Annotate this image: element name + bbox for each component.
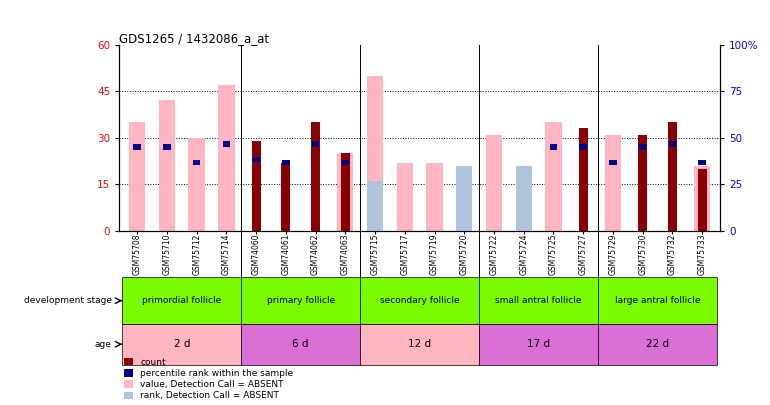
Bar xyxy=(609,160,617,165)
Text: GSM75729: GSM75729 xyxy=(608,233,618,275)
Bar xyxy=(456,166,473,231)
Bar xyxy=(282,160,290,165)
Text: primary follicle: primary follicle xyxy=(266,296,335,305)
Bar xyxy=(397,162,413,231)
Bar xyxy=(241,324,360,364)
Text: secondary follicle: secondary follicle xyxy=(380,296,460,305)
Text: development stage: development stage xyxy=(24,296,112,305)
Bar xyxy=(479,324,598,364)
Text: large antral follicle: large antral follicle xyxy=(614,296,700,305)
Bar xyxy=(486,134,502,231)
Bar xyxy=(223,141,230,147)
Text: GSM75714: GSM75714 xyxy=(222,233,231,275)
Bar xyxy=(360,277,479,324)
Text: GSM75715: GSM75715 xyxy=(370,233,380,275)
Bar xyxy=(218,85,235,231)
Bar xyxy=(479,277,598,324)
Bar xyxy=(638,134,647,231)
Bar xyxy=(122,324,241,364)
Bar xyxy=(516,166,532,231)
Bar xyxy=(579,144,587,150)
Bar xyxy=(253,157,260,162)
Text: GSM75712: GSM75712 xyxy=(192,233,201,275)
Bar xyxy=(545,122,561,231)
Bar xyxy=(192,160,200,165)
Bar xyxy=(252,141,260,231)
Text: GSM74060: GSM74060 xyxy=(252,233,260,275)
Bar xyxy=(122,277,241,324)
Bar xyxy=(516,166,532,231)
Text: GSM75727: GSM75727 xyxy=(579,233,588,275)
Bar xyxy=(159,100,175,231)
Bar xyxy=(189,138,205,231)
Text: GDS1265 / 1432086_a_at: GDS1265 / 1432086_a_at xyxy=(119,32,270,45)
Bar xyxy=(698,169,707,231)
Bar xyxy=(342,160,349,165)
Text: 2 d: 2 d xyxy=(173,339,190,349)
Text: GSM75724: GSM75724 xyxy=(519,233,528,275)
Bar xyxy=(281,162,290,231)
Text: GSM75732: GSM75732 xyxy=(668,233,677,275)
Text: 6 d: 6 d xyxy=(293,339,309,349)
Bar xyxy=(598,277,717,324)
Bar xyxy=(579,128,588,231)
Text: GSM75720: GSM75720 xyxy=(460,233,469,275)
Bar xyxy=(668,141,676,147)
Legend: count, percentile rank within the sample, value, Detection Call = ABSENT, rank, : count, percentile rank within the sample… xyxy=(124,358,293,401)
Text: 17 d: 17 d xyxy=(527,339,550,349)
Bar xyxy=(694,166,710,231)
Text: GSM75710: GSM75710 xyxy=(162,233,172,275)
Bar xyxy=(360,324,479,364)
Bar xyxy=(311,122,320,231)
Bar xyxy=(456,166,473,231)
Bar xyxy=(698,160,706,165)
Text: GSM75730: GSM75730 xyxy=(638,233,647,275)
Bar xyxy=(367,181,383,231)
Bar xyxy=(427,162,443,231)
Bar xyxy=(668,122,677,231)
Text: GSM75708: GSM75708 xyxy=(132,233,142,275)
Text: GSM74062: GSM74062 xyxy=(311,233,320,275)
Text: GSM75722: GSM75722 xyxy=(490,233,498,275)
Text: 22 d: 22 d xyxy=(646,339,669,349)
Bar xyxy=(341,153,350,231)
Text: age: age xyxy=(95,340,112,349)
Bar xyxy=(133,144,141,150)
Bar xyxy=(163,144,171,150)
Bar xyxy=(598,324,717,364)
Text: GSM75717: GSM75717 xyxy=(400,233,410,275)
Text: GSM74063: GSM74063 xyxy=(341,233,350,275)
Bar xyxy=(550,144,557,150)
Text: GSM75725: GSM75725 xyxy=(549,233,558,275)
Bar xyxy=(639,144,647,150)
Bar xyxy=(312,141,320,147)
Bar xyxy=(604,134,621,231)
Bar xyxy=(241,277,360,324)
Bar xyxy=(337,153,353,231)
Text: GSM75733: GSM75733 xyxy=(698,233,707,275)
Text: GSM75719: GSM75719 xyxy=(430,233,439,275)
Bar xyxy=(367,76,383,231)
Text: 12 d: 12 d xyxy=(408,339,431,349)
Text: primordial follicle: primordial follicle xyxy=(142,296,222,305)
Text: GSM74061: GSM74061 xyxy=(281,233,290,275)
Text: small antral follicle: small antral follicle xyxy=(495,296,582,305)
Bar xyxy=(129,122,146,231)
